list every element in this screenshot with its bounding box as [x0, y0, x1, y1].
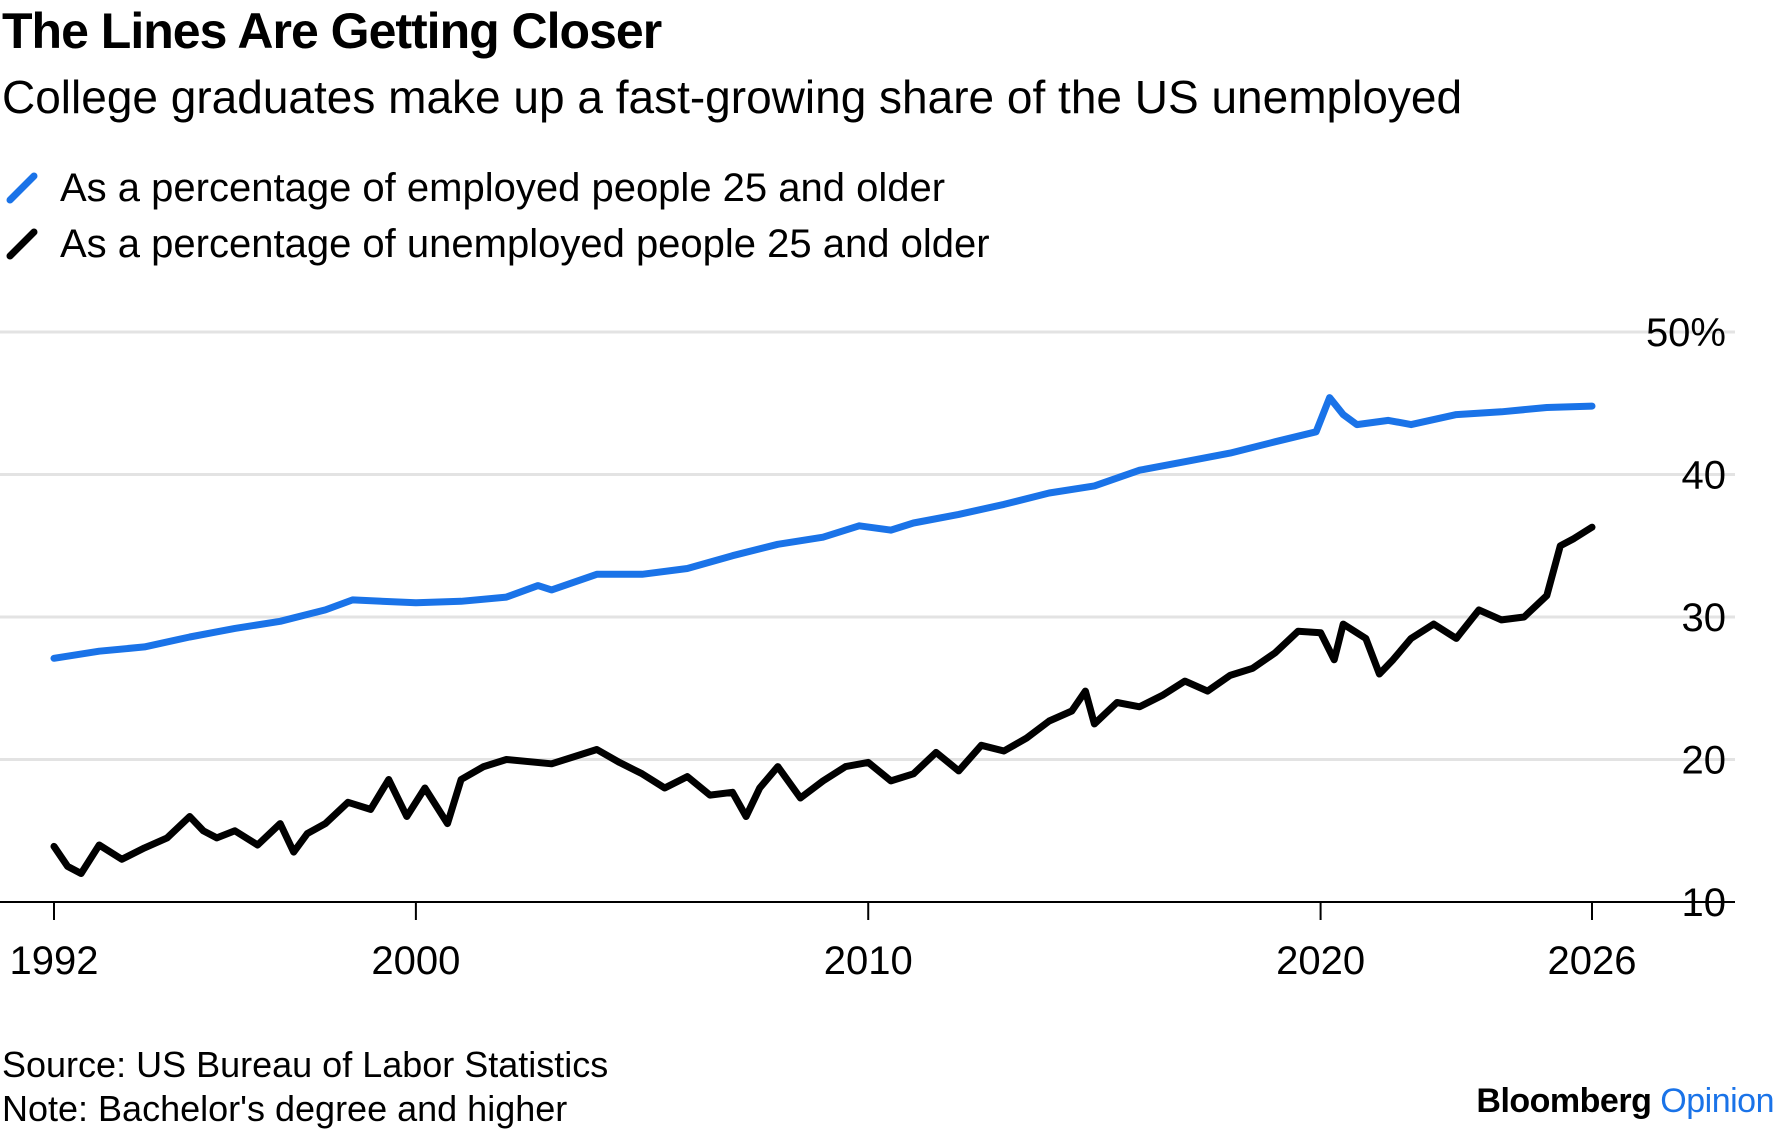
line-chart: 10 20 30 40 50% 1992 2000 2010 2020 2026	[0, 311, 1735, 983]
x-axis	[0, 901, 1735, 920]
x-tick-label-2000: 2000	[371, 939, 460, 983]
legend-swatch-unemployed-stroke	[6, 228, 38, 260]
x-tick-label-1992: 1992	[10, 939, 99, 983]
gridlines	[0, 330, 1735, 761]
brand-name: Bloomberg	[1476, 1082, 1652, 1120]
x-tick-label-2026: 2026	[1548, 939, 1637, 983]
x-axis-labels: 1992 2000 2010 2020 2026	[10, 939, 1637, 983]
legend-item-employed: As a percentage of employed people 25 an…	[2, 160, 990, 216]
brand-logo: Bloomberg Opinion	[1476, 1082, 1774, 1121]
y-tick-label-50: 50%	[1646, 311, 1726, 355]
y-tick-label-30: 30	[1682, 596, 1727, 640]
series-line-employed	[50, 394, 1596, 662]
legend-label-employed: As a percentage of employed people 25 an…	[60, 165, 946, 210]
source-note: Source: US Bureau of Labor Statistics	[2, 1044, 609, 1085]
x-tick-label-2010: 2010	[824, 939, 913, 983]
x-tick-label-2020: 2020	[1276, 939, 1365, 983]
series-lines	[50, 394, 1596, 877]
y-tick-label-40: 40	[1682, 454, 1727, 498]
chart-title: The Lines Are Getting Closer	[2, 3, 662, 59]
legend-label-unemployed: As a percentage of unemployed people 25 …	[60, 221, 990, 266]
chart-subtitle: College graduates make up a fast-growing…	[2, 71, 1463, 123]
legend-item-unemployed: As a percentage of unemployed people 25 …	[2, 216, 990, 272]
y-tick-label-10: 10	[1682, 881, 1727, 925]
brand-section: Opinion	[1660, 1082, 1774, 1120]
legend: As a percentage of employed people 25 an…	[2, 160, 990, 272]
y-tick-label-20: 20	[1682, 739, 1727, 783]
methodology-note: Note: Bachelor's degree and higher	[2, 1088, 568, 1129]
y-axis-labels: 10 20 30 40 50%	[1646, 311, 1726, 925]
series-line-unemployed	[50, 523, 1596, 877]
legend-swatch-employed-icon	[6, 172, 38, 204]
legend-swatch-employed-stroke	[6, 172, 38, 204]
legend-swatch-unemployed-icon	[6, 228, 38, 260]
